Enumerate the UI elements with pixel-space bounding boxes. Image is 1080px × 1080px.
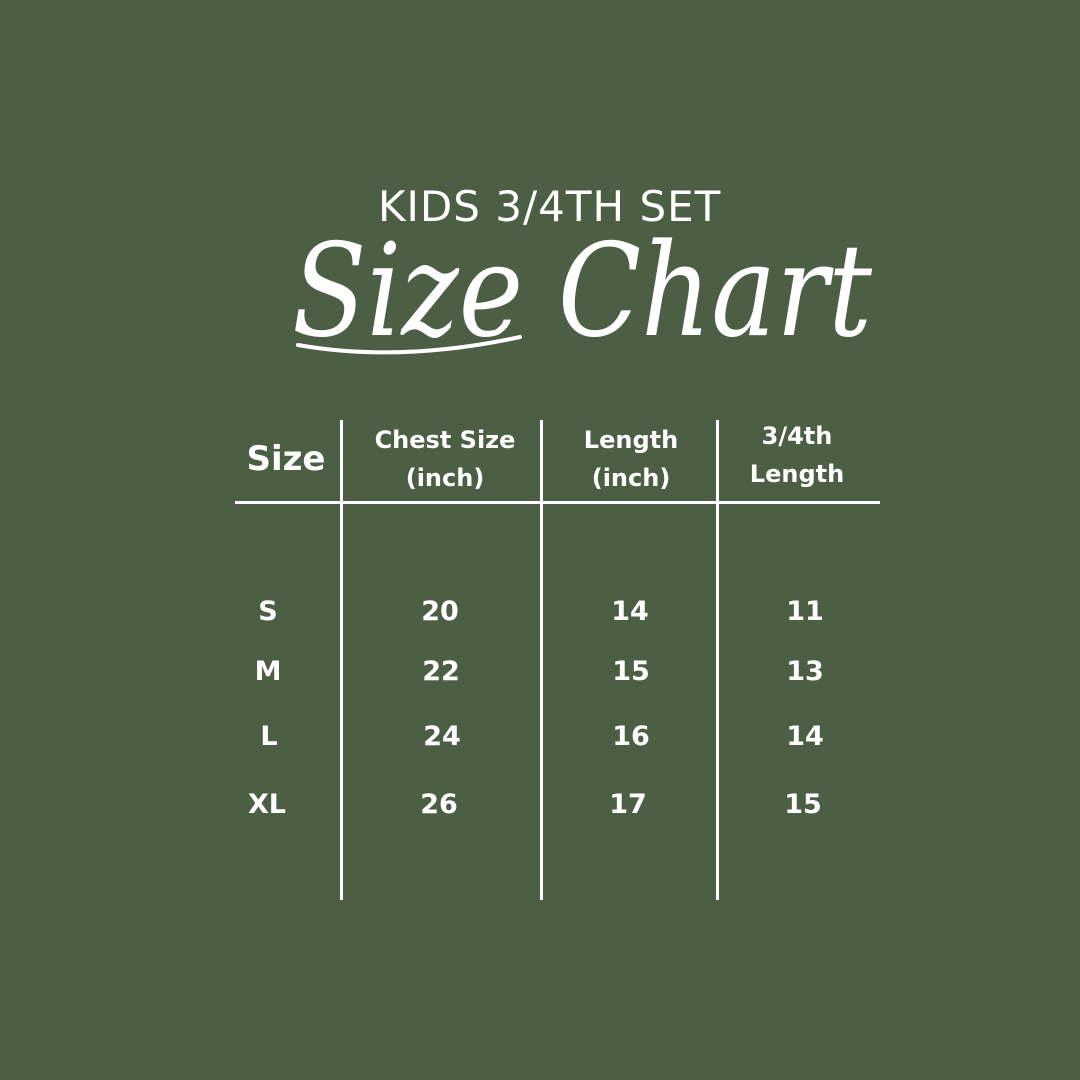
header-chest-line2: (inch) <box>405 464 485 492</box>
header-three-fourth-length: 3/4th Length <box>722 417 872 493</box>
table-cell-size: L <box>260 721 278 752</box>
subtitle: KIDS 3/4TH SET <box>378 182 722 231</box>
table-cell-three-fourth: 11 <box>786 596 824 627</box>
table-cell-chest: 24 <box>423 721 461 752</box>
header-size: Size <box>246 439 326 479</box>
table-cell-length: 14 <box>611 596 649 627</box>
table-cell-chest: 20 <box>421 596 459 627</box>
table-cell-three-fourth: 14 <box>786 721 824 752</box>
header-chest-size: Chest Size (inch) <box>350 421 540 497</box>
column-divider-1 <box>340 420 343 900</box>
header-length: Length (inch) <box>546 421 716 497</box>
table-cell-chest: 26 <box>420 789 458 820</box>
header-divider <box>235 501 880 504</box>
table-cell-three-fourth: 15 <box>784 789 822 820</box>
table-cell-chest: 22 <box>422 656 460 687</box>
table-cell-length: 15 <box>612 656 650 687</box>
title-underline-stroke <box>296 335 522 355</box>
table-cell-size: XL <box>247 789 287 820</box>
column-divider-2 <box>540 420 543 900</box>
page-title-text: Size Chart <box>292 217 872 366</box>
header-three-fourth-line2: Length <box>749 460 845 488</box>
table-cell-length: 17 <box>609 789 647 820</box>
table-cell-length: 16 <box>612 721 650 752</box>
column-divider-3 <box>716 420 719 900</box>
header-three-fourth-line1: 3/4th <box>761 422 833 450</box>
header-length-line2: (inch) <box>591 464 671 492</box>
table-cell-three-fourth: 13 <box>786 656 824 687</box>
table-cell-size: S <box>258 596 278 627</box>
header-chest-line1: Chest Size <box>374 426 516 454</box>
table-cell-size: M <box>254 656 282 687</box>
page-title: Size Chart <box>292 217 872 366</box>
header-length-line1: Length <box>583 426 679 454</box>
